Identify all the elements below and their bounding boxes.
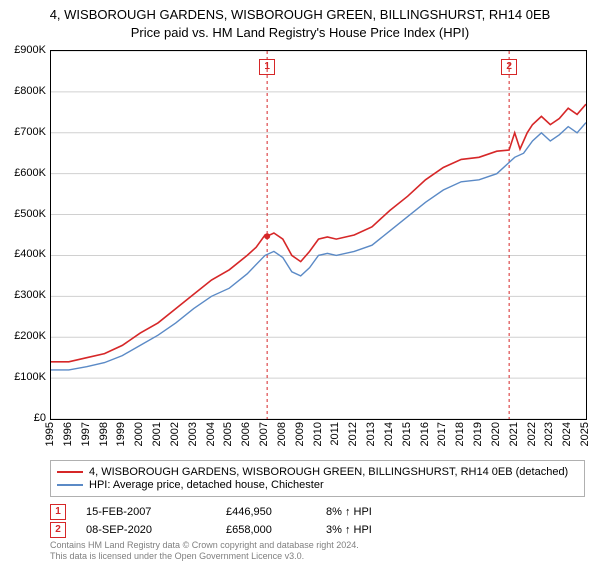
legend-swatch xyxy=(57,484,83,486)
sale-marker-2: 2 xyxy=(501,59,517,75)
sale-date: 08-SEP-2020 xyxy=(86,524,226,536)
sale-row: 2 08-SEP-2020£658,0003% ↑ HPI xyxy=(50,522,585,538)
legend-swatch xyxy=(57,471,83,473)
y-tick-label: £400K xyxy=(14,248,46,260)
y-tick-label: £500K xyxy=(14,208,46,220)
x-tick-label: 2006 xyxy=(240,422,252,446)
y-tick-label: £800K xyxy=(14,85,46,97)
sale-date: 15-FEB-2007 xyxy=(86,506,226,518)
x-tick-label: 2022 xyxy=(526,422,538,446)
title-line-1: 4, WISBOROUGH GARDENS, WISBOROUGH GREEN,… xyxy=(0,6,600,24)
sale-marker-icon: 2 xyxy=(50,522,66,538)
x-tick-label: 2002 xyxy=(169,422,181,446)
x-tick-label: 2013 xyxy=(365,422,377,446)
x-tick-label: 2016 xyxy=(419,422,431,446)
y-tick-label: £300K xyxy=(14,289,46,301)
footer-line-1: Contains HM Land Registry data © Crown c… xyxy=(50,540,359,551)
sale-row: 1 15-FEB-2007£446,9508% ↑ HPI xyxy=(50,504,585,520)
x-tick-label: 2021 xyxy=(508,422,520,446)
plot-area: 12 xyxy=(50,50,587,420)
x-axis-labels: 1995199619971998199920002001200220032004… xyxy=(50,420,585,460)
x-tick-label: 1999 xyxy=(115,422,127,446)
x-tick-label: 2020 xyxy=(490,422,502,446)
sale-marker-1: 1 xyxy=(259,59,275,75)
legend-label: HPI: Average price, detached house, Chic… xyxy=(89,479,324,491)
x-tick-label: 2010 xyxy=(312,422,324,446)
x-tick-label: 2024 xyxy=(561,422,573,446)
x-tick-label: 2019 xyxy=(472,422,484,446)
legend-item: HPI: Average price, detached house, Chic… xyxy=(57,479,578,491)
sale-diff: 3% ↑ HPI xyxy=(326,524,372,536)
sale-price: £658,000 xyxy=(226,524,326,536)
sale-records: 1 15-FEB-2007£446,9508% ↑ HPI 2 08-SEP-2020… xyxy=(50,502,585,540)
y-tick-label: £100K xyxy=(14,371,46,383)
y-tick-label: £900K xyxy=(14,44,46,56)
x-tick-label: 2025 xyxy=(579,422,591,446)
footer: Contains HM Land Registry data © Crown c… xyxy=(50,540,359,562)
sale-price: £446,950 xyxy=(226,506,326,518)
y-axis-labels: £0£100K£200K£300K£400K£500K£600K£700K£80… xyxy=(0,50,48,418)
x-tick-label: 1997 xyxy=(80,422,92,446)
x-tick-label: 2009 xyxy=(294,422,306,446)
y-tick-label: £200K xyxy=(14,330,46,342)
x-tick-label: 2000 xyxy=(133,422,145,446)
x-tick-label: 2015 xyxy=(401,422,413,446)
x-tick-label: 2017 xyxy=(436,422,448,446)
x-tick-label: 2008 xyxy=(276,422,288,446)
x-tick-label: 1996 xyxy=(62,422,74,446)
x-tick-label: 2012 xyxy=(347,422,359,446)
y-tick-label: £700K xyxy=(14,126,46,138)
sale-marker-icon: 1 xyxy=(50,504,66,520)
title-block: 4, WISBOROUGH GARDENS, WISBOROUGH GREEN,… xyxy=(0,0,600,42)
legend-item: 4, WISBOROUGH GARDENS, WISBOROUGH GREEN,… xyxy=(57,466,578,478)
title-line-2: Price paid vs. HM Land Registry's House … xyxy=(0,24,600,42)
y-tick-label: £600K xyxy=(14,167,46,179)
legend: 4, WISBOROUGH GARDENS, WISBOROUGH GREEN,… xyxy=(50,460,585,497)
x-tick-label: 2001 xyxy=(151,422,163,446)
x-tick-label: 2003 xyxy=(187,422,199,446)
x-tick-label: 2014 xyxy=(383,422,395,446)
x-tick-label: 2005 xyxy=(222,422,234,446)
x-tick-label: 1995 xyxy=(44,422,56,446)
x-tick-label: 2023 xyxy=(543,422,555,446)
x-tick-label: 2004 xyxy=(205,422,217,446)
x-tick-label: 2018 xyxy=(454,422,466,446)
chart-container: 4, WISBOROUGH GARDENS, WISBOROUGH GREEN,… xyxy=(0,0,600,560)
x-tick-label: 2011 xyxy=(329,422,341,446)
sale-diff: 8% ↑ HPI xyxy=(326,506,372,518)
plot-svg xyxy=(51,51,586,419)
legend-label: 4, WISBOROUGH GARDENS, WISBOROUGH GREEN,… xyxy=(89,466,568,478)
x-tick-label: 2007 xyxy=(258,422,270,446)
x-tick-label: 1998 xyxy=(98,422,110,446)
